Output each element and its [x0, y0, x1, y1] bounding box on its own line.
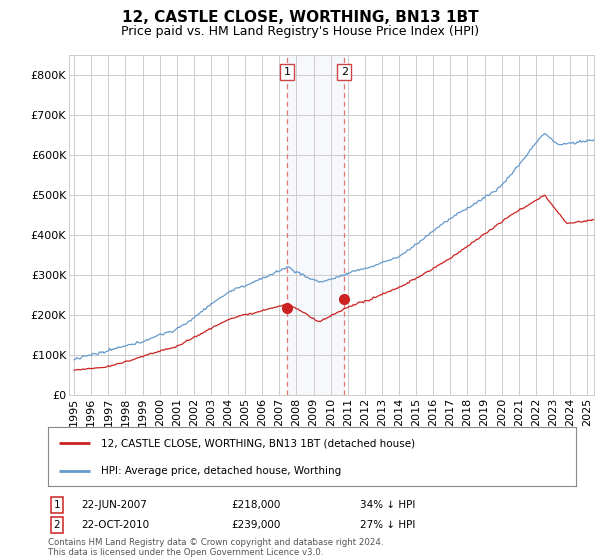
Text: 34% ↓ HPI: 34% ↓ HPI [360, 500, 415, 510]
Text: 27% ↓ HPI: 27% ↓ HPI [360, 520, 415, 530]
Text: HPI: Average price, detached house, Worthing: HPI: Average price, detached house, Wort… [101, 466, 341, 476]
Text: Price paid vs. HM Land Registry's House Price Index (HPI): Price paid vs. HM Land Registry's House … [121, 25, 479, 38]
Text: 2: 2 [53, 520, 61, 530]
Text: £218,000: £218,000 [231, 500, 280, 510]
Text: 12, CASTLE CLOSE, WORTHING, BN13 1BT (detached house): 12, CASTLE CLOSE, WORTHING, BN13 1BT (de… [101, 438, 415, 448]
Text: £239,000: £239,000 [231, 520, 280, 530]
Text: 1: 1 [53, 500, 61, 510]
Text: 1: 1 [284, 67, 290, 77]
Bar [287, 55, 344, 395]
Text: 2: 2 [341, 67, 348, 77]
Text: 22-OCT-2010: 22-OCT-2010 [81, 520, 149, 530]
Text: 22-JUN-2007: 22-JUN-2007 [81, 500, 147, 510]
Text: 12, CASTLE CLOSE, WORTHING, BN13 1BT: 12, CASTLE CLOSE, WORTHING, BN13 1BT [122, 10, 478, 25]
Text: Contains HM Land Registry data © Crown copyright and database right 2024.
This d: Contains HM Land Registry data © Crown c… [48, 538, 383, 557]
